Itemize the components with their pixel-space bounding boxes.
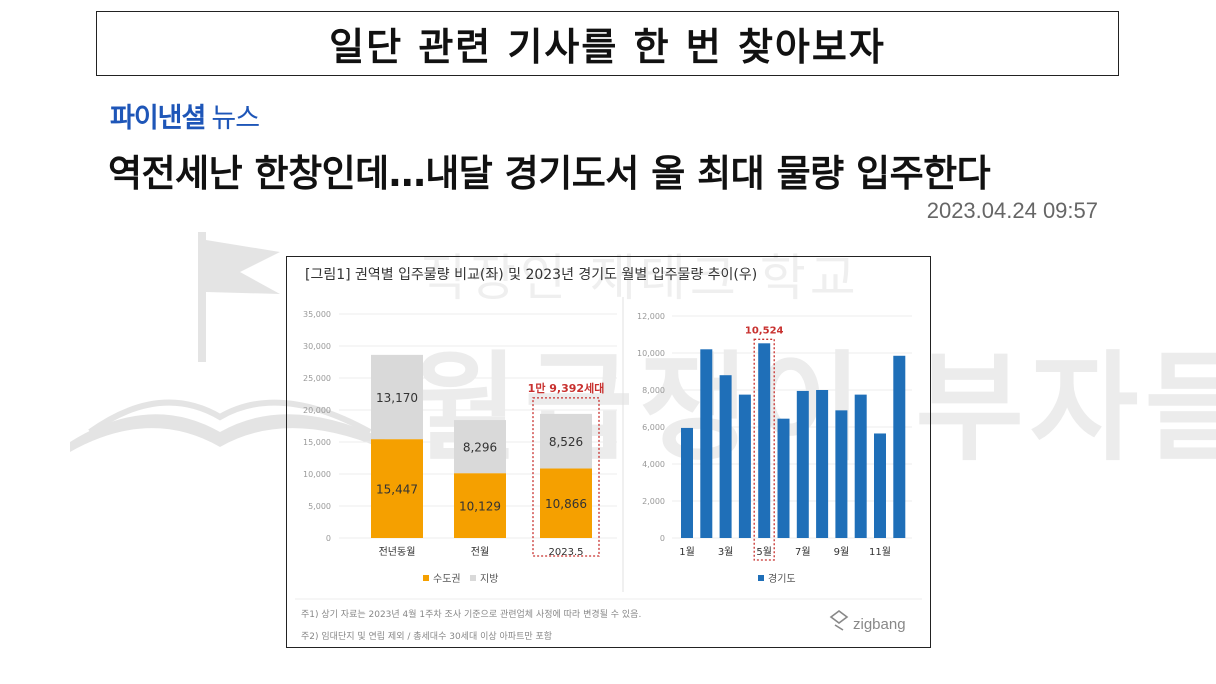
slide-title: 일단 관련 기사를 한 번 찾아보자 bbox=[96, 11, 1119, 76]
legend-swatch-gyeonggi bbox=[758, 575, 764, 581]
legend-swatch-capital bbox=[423, 575, 429, 581]
left-xtick-label: 2023.5 bbox=[549, 547, 584, 558]
gyeonggi-bar bbox=[816, 390, 829, 538]
zigbang-icon bbox=[829, 610, 849, 631]
zigbang-logo: zigbang bbox=[829, 610, 906, 633]
gyeonggi-bar bbox=[758, 343, 771, 538]
gyeonggi-bar bbox=[835, 410, 848, 538]
capital-bar bbox=[540, 468, 592, 538]
gyeonggi-bar bbox=[719, 375, 732, 538]
article-timestamp: 2023.04.24 09:57 bbox=[926, 198, 1098, 223]
publisher-logo: 파이낸셜 뉴스 bbox=[110, 96, 260, 135]
left-ytick-label: 10,000 bbox=[303, 470, 331, 479]
gyeonggi-bar bbox=[893, 355, 906, 538]
left-ytick-label: 5,000 bbox=[308, 502, 331, 511]
footnote-2: 주2) 임대단지 및 연립 제외 / 총세대수 30세대 이상 아파트만 포함 bbox=[301, 630, 552, 642]
local-bar bbox=[540, 413, 592, 469]
gyeonggi-bar bbox=[777, 418, 790, 538]
left-chart-regional: 0 5,000 10,000 15,000 20,000 25,000 30,000 35,0… bbox=[303, 310, 617, 585]
left-ytick-label: 25,000 bbox=[303, 374, 331, 383]
right-ytick-label: 8,000 bbox=[642, 386, 665, 395]
right-chart-monthly: 0 2,000 4,000 6,000 8,000 10,000 12,000 1월 3월 5월 7… bbox=[637, 312, 912, 585]
capital-bar bbox=[454, 473, 506, 538]
capital-value-label: 15,447 bbox=[376, 483, 418, 497]
capital-value-label: 10,866 bbox=[545, 497, 587, 511]
publisher-sub: 뉴스 bbox=[211, 103, 260, 134]
chart-svg: [그림1] 권역별 입주물량 비교(좌) 및 2023년 경기도 월별 입주물량… bbox=[295, 267, 922, 642]
left-xtick-label: 전월 bbox=[471, 546, 489, 558]
local-value-label: 8,526 bbox=[549, 435, 583, 449]
gyeonggi-bar bbox=[874, 433, 886, 538]
total-annotation: 1만 9,392세대 bbox=[528, 381, 605, 395]
capital-bar bbox=[371, 439, 423, 538]
publisher-name: 파이낸셜 bbox=[110, 103, 206, 134]
capital-value-label: 10,129 bbox=[459, 500, 501, 514]
legend-label-local: 지방 bbox=[480, 573, 498, 585]
gyeonggi-bar bbox=[700, 349, 713, 538]
right-ytick-label: 6,000 bbox=[642, 423, 665, 432]
gyeonggi-bar bbox=[854, 394, 867, 538]
left-ytick-label: 15,000 bbox=[303, 438, 331, 447]
article-headline: 역전세난 한창인데…내달 경기도서 올 최대 물량 입주한다 bbox=[108, 152, 991, 195]
right-xtick-label: 1월 bbox=[679, 546, 695, 558]
figure-caption: [그림1] 권역별 입주물량 비교(좌) 및 2023년 경기도 월별 입주물량… bbox=[305, 267, 757, 283]
local-value-label: 8,296 bbox=[463, 441, 497, 455]
right-xtick-label: 7월 bbox=[795, 546, 811, 558]
left-ytick-label: 20,000 bbox=[303, 406, 331, 415]
highlight-box-right bbox=[753, 338, 775, 561]
watermark-book-icon bbox=[70, 232, 390, 452]
gyeonggi-bar bbox=[738, 394, 751, 538]
right-ytick-label: 12,000 bbox=[637, 312, 665, 321]
local-value-label: 13,170 bbox=[376, 391, 418, 405]
footnote-1: 주1) 상기 자료는 2023년 4월 1주차 조사 기준으로 관련업체 사정에… bbox=[301, 608, 641, 620]
left-ytick-label: 0 bbox=[326, 534, 331, 543]
right-ytick-label: 4,000 bbox=[642, 460, 665, 469]
gyeonggi-bar bbox=[796, 390, 809, 538]
watermark-school-text: 직장인 재테크 학교 bbox=[420, 249, 860, 307]
right-xtick-label: 3월 bbox=[718, 546, 734, 558]
peak-annotation: 10,524 bbox=[745, 325, 784, 336]
zigbang-brand-text: zigbang bbox=[853, 616, 906, 633]
left-xtick-label: 전년동월 bbox=[379, 546, 416, 558]
legend-label-gyeonggi: 경기도 bbox=[768, 572, 796, 585]
right-ytick-label: 0 bbox=[660, 534, 665, 543]
local-bar bbox=[371, 354, 423, 440]
left-ytick-label: 35,000 bbox=[303, 310, 331, 319]
gyeonggi-bar bbox=[681, 427, 693, 538]
right-xtick-label: 5월 bbox=[756, 546, 772, 558]
right-xtick-label: 9월 bbox=[834, 546, 850, 558]
right-ytick-label: 10,000 bbox=[637, 349, 665, 358]
right-xtick-label: 11월 bbox=[869, 546, 891, 558]
chart-figure: [그림1] 권역별 입주물량 비교(좌) 및 2023년 경기도 월별 입주물량… bbox=[286, 256, 931, 648]
local-bar bbox=[454, 420, 506, 474]
highlight-box-left bbox=[532, 397, 600, 557]
left-ytick-label: 30,000 bbox=[303, 342, 331, 351]
legend-swatch-local bbox=[470, 575, 476, 581]
legend-label-capital: 수도권 bbox=[433, 573, 461, 585]
right-ytick-label: 2,000 bbox=[642, 497, 665, 506]
